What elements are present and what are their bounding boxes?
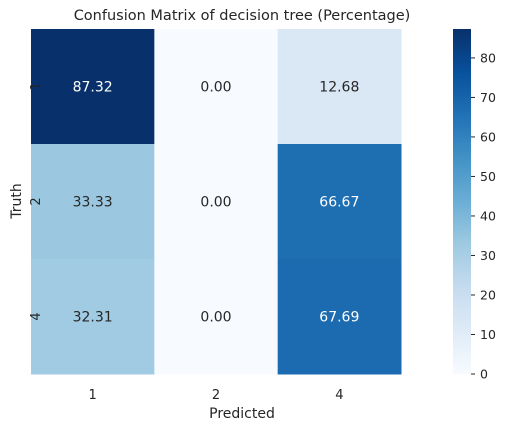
- heatmap-cell-r2-c3: [277, 144, 402, 260]
- y-tick-label: 4: [29, 312, 44, 320]
- heatmap-cell-r2-c1: [31, 144, 155, 260]
- cell-value-label: 67.69: [319, 310, 359, 326]
- x-tick-label: 2: [212, 388, 220, 403]
- y-axis-ticks: 1 2 4: [29, 82, 44, 320]
- cell-value-label: 32.31: [73, 310, 113, 326]
- chart-title: Confusion Matrix of decision tree (Perce…: [74, 8, 411, 24]
- cell-value-label: 12.68: [319, 80, 359, 96]
- y-tick-label: 1: [29, 82, 44, 90]
- cell-value-label: 0.00: [200, 310, 231, 326]
- heatmap-cell-r3-c3: [277, 259, 402, 375]
- cell-value-label: 66.67: [319, 195, 359, 211]
- cell-value-label: 0.00: [200, 195, 231, 211]
- colorbar-tick-label: 30: [480, 248, 496, 263]
- x-tick-label: 4: [335, 388, 343, 403]
- cell-value-label: 0.00: [200, 80, 231, 96]
- heatmap-cell-r1-c1: [31, 29, 155, 145]
- colorbar-tick-label: 70: [480, 90, 496, 105]
- heatmap-cell-r1-c2: [154, 29, 279, 145]
- cell-value-label: 87.32: [73, 80, 113, 96]
- y-tick-label: 2: [29, 197, 44, 205]
- x-axis-ticks: 1 2 4: [89, 388, 344, 403]
- colorbar-tick-label: 10: [480, 327, 496, 342]
- heatmap-cell-r2-c2: [154, 144, 279, 260]
- colorbar: [453, 29, 471, 374]
- heatmap-cell-r3-c2: [154, 259, 279, 375]
- colorbar-tick-label: 20: [480, 287, 496, 302]
- y-axis-label: Truth: [9, 183, 25, 220]
- heatmap-cell-r1-c3: [277, 29, 402, 145]
- x-tick-label: 1: [89, 388, 97, 403]
- colorbar-tick-label: 40: [480, 208, 496, 223]
- colorbar-ticks: 0 10 20 30 40 50 60 70 80: [471, 50, 496, 382]
- heatmap-cells: 87.32 0.00 12.68 33.33 0.00 66.67 32.31 0.00 67.…: [31, 29, 402, 375]
- colorbar-tick-label: 60: [480, 129, 496, 144]
- cell-value-label: 33.33: [73, 195, 113, 211]
- heatmap-cell-r3-c1: [31, 259, 155, 375]
- colorbar-tick-label: 50: [480, 169, 496, 184]
- x-axis-label: Predicted: [209, 406, 275, 422]
- colorbar-tick-label: 80: [480, 50, 496, 65]
- colorbar-tick-label: 0: [480, 367, 488, 382]
